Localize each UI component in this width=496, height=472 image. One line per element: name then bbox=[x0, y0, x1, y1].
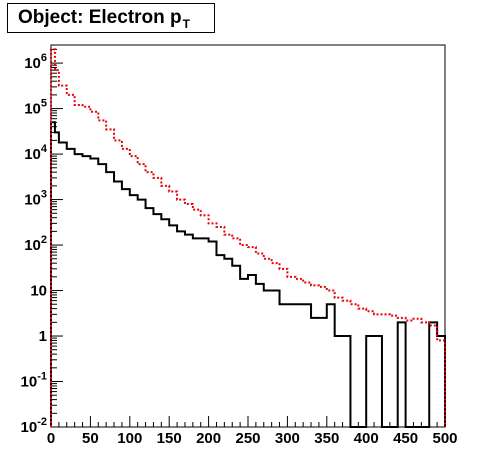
x-tick-label: 250 bbox=[235, 430, 260, 447]
x-tick-label: 500 bbox=[432, 430, 457, 447]
x-tick-label: 400 bbox=[354, 430, 379, 447]
x-tick-label: 450 bbox=[393, 430, 418, 447]
y-tick-label: 102 bbox=[24, 234, 47, 254]
x-tick-label: 0 bbox=[47, 430, 55, 447]
x-tick-label: 150 bbox=[157, 430, 182, 447]
x-tick-label: 100 bbox=[117, 430, 142, 447]
y-tick-label: 104 bbox=[24, 143, 48, 163]
x-tick-label: 300 bbox=[275, 430, 300, 447]
y-tick-label: 1 bbox=[39, 328, 47, 345]
plot-frame bbox=[50, 44, 446, 428]
y-tick-label: 105 bbox=[24, 98, 47, 118]
x-axis: 0 50 100 150 200 250 300 350 400 450 500 bbox=[47, 416, 458, 447]
series-red-histogram bbox=[50, 48, 446, 427]
y-tick-label: 10-1 bbox=[21, 371, 47, 391]
y-tick-label: 10-2 bbox=[21, 416, 47, 436]
chart-title-main: Object: Electron p bbox=[18, 7, 182, 28]
x-tick-label: 50 bbox=[82, 430, 99, 447]
plot-series bbox=[50, 48, 446, 428]
y-tick-label: 10 bbox=[30, 283, 47, 300]
chart-title-subscript: T bbox=[182, 17, 190, 31]
chart-title: Object: Electron pT bbox=[7, 3, 215, 33]
x-tick-label: 350 bbox=[314, 430, 339, 447]
y-axis: 10-2 10-1 1 10 102 103 104 105 106 bbox=[21, 48, 63, 436]
x-tick-label: 200 bbox=[196, 430, 221, 447]
y-tick-label: 106 bbox=[24, 52, 47, 72]
series-black-histogram bbox=[50, 121, 446, 428]
y-tick-label: 103 bbox=[24, 189, 47, 209]
